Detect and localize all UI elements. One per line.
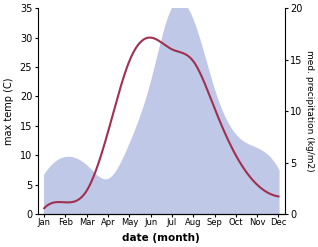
X-axis label: date (month): date (month) — [122, 233, 200, 243]
Y-axis label: max temp (C): max temp (C) — [4, 77, 14, 145]
Y-axis label: med. precipitation (kg/m2): med. precipitation (kg/m2) — [305, 50, 314, 172]
